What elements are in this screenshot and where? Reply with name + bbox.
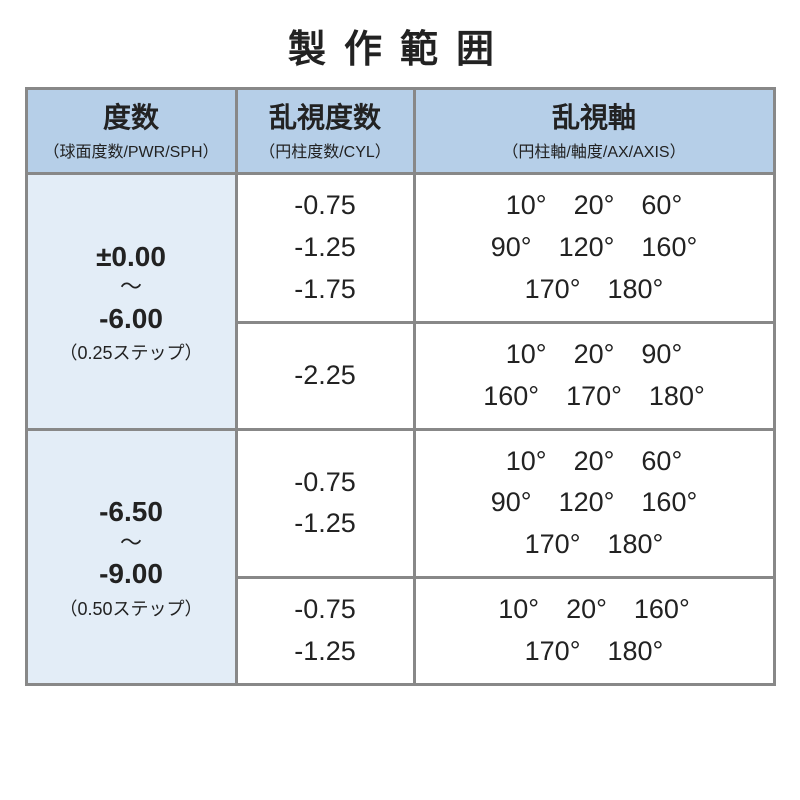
cyl-cell: -0.75-1.25 bbox=[236, 429, 414, 578]
degree-cell: -6.50 〜 -9.00 （0.50ステップ） bbox=[26, 429, 236, 684]
degree-tilde: 〜 bbox=[34, 275, 229, 299]
spec-table: 度数 （球面度数/PWR/SPH） 乱視度数 （円柱度数/CYL） 乱視軸 （円… bbox=[25, 87, 776, 686]
table-header-row: 度数 （球面度数/PWR/SPH） 乱視度数 （円柱度数/CYL） 乱視軸 （円… bbox=[26, 89, 774, 174]
degree-to: -6.00 bbox=[99, 303, 163, 334]
col-header-degree-title: 度数 bbox=[103, 102, 159, 133]
col-header-degree: 度数 （球面度数/PWR/SPH） bbox=[26, 89, 236, 174]
col-header-axis: 乱視軸 （円柱軸/軸度/AX/AXIS） bbox=[414, 89, 774, 174]
col-header-axis-sub: （円柱軸/軸度/AX/AXIS） bbox=[422, 138, 767, 162]
degree-from: -6.50 bbox=[99, 496, 163, 527]
col-header-cyl-title: 乱視度数 bbox=[269, 102, 381, 133]
col-header-degree-sub: （球面度数/PWR/SPH） bbox=[34, 138, 229, 162]
axis-cell: 10° 20° 60°90° 120° 160°170° 180° bbox=[414, 174, 774, 323]
degree-to: -9.00 bbox=[99, 558, 163, 589]
axis-cell: 10° 20° 90°160° 170° 180° bbox=[414, 322, 774, 429]
table-row: -6.50 〜 -9.00 （0.50ステップ） -0.75-1.25 10° … bbox=[26, 429, 774, 578]
cyl-cell: -0.75-1.25-1.75 bbox=[236, 174, 414, 323]
degree-step: （0.50ステップ） bbox=[34, 595, 229, 621]
col-header-axis-title: 乱視軸 bbox=[552, 102, 636, 133]
col-header-cyl: 乱視度数 （円柱度数/CYL） bbox=[236, 89, 414, 174]
degree-from: ±0.00 bbox=[96, 241, 166, 272]
cyl-cell: -2.25 bbox=[236, 322, 414, 429]
col-header-cyl-sub: （円柱度数/CYL） bbox=[244, 138, 407, 162]
degree-tilde: 〜 bbox=[34, 531, 229, 555]
axis-cell: 10° 20° 60°90° 120° 160°170° 180° bbox=[414, 429, 774, 578]
cyl-cell: -0.75-1.25 bbox=[236, 578, 414, 685]
degree-cell: ±0.00 〜 -6.00 （0.25ステップ） bbox=[26, 174, 236, 429]
page-title: 製作範囲 bbox=[288, 18, 512, 73]
degree-step: （0.25ステップ） bbox=[34, 339, 229, 365]
table-row: ±0.00 〜 -6.00 （0.25ステップ） -0.75-1.25-1.75… bbox=[26, 174, 774, 323]
axis-cell: 10° 20° 160°170° 180° bbox=[414, 578, 774, 685]
